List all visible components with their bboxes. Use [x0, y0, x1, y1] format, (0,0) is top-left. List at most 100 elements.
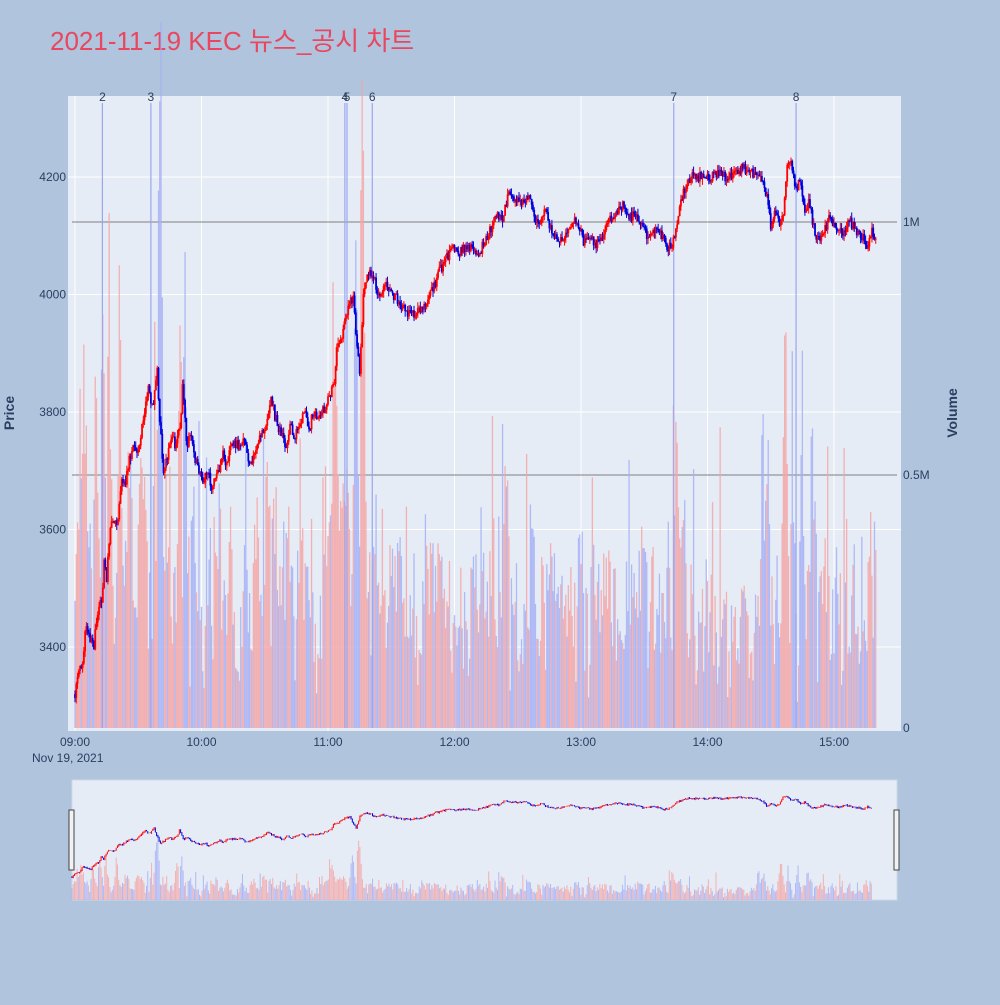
time-tick-label: 13:00 — [566, 735, 596, 749]
candle-body — [123, 481, 126, 484]
candle-body — [440, 264, 443, 272]
candle-body — [564, 232, 567, 238]
candle-body — [244, 440, 247, 445]
candle-body — [467, 245, 470, 250]
candle-body — [117, 519, 119, 525]
range-slider-left-handle[interactable] — [68, 809, 75, 871]
candle-body — [271, 396, 274, 406]
candle-body — [473, 250, 476, 252]
candle-body — [228, 450, 231, 462]
candle-body — [626, 213, 629, 215]
candle-body — [835, 227, 838, 230]
candle-body — [524, 201, 527, 203]
candle-body — [329, 395, 332, 398]
candle-body — [518, 197, 520, 202]
candle-body — [738, 170, 741, 175]
candle-body — [303, 412, 305, 414]
candle-body — [566, 232, 568, 234]
candle-body — [174, 436, 176, 449]
candle-body — [338, 343, 341, 345]
candle-body — [763, 181, 766, 188]
candle-body — [499, 215, 501, 220]
range-slider-right-handle[interactable] — [893, 809, 900, 871]
candle-body — [337, 343, 340, 348]
candle-body — [648, 236, 651, 238]
candle-body — [351, 297, 353, 304]
price-tick-label: 3600 — [39, 523, 66, 537]
time-tick-label: 11:00 — [313, 735, 342, 749]
candle-body — [520, 199, 523, 205]
candle-body — [208, 472, 210, 474]
candle-body — [496, 212, 499, 217]
candle-body — [647, 236, 649, 239]
candle-body — [151, 403, 154, 405]
candle-body — [871, 227, 873, 237]
candle-body — [170, 439, 173, 445]
candle-body — [300, 423, 303, 425]
candle-body — [567, 228, 570, 234]
candle-body — [243, 438, 246, 441]
candle-body — [817, 236, 820, 238]
candle-body — [797, 179, 800, 191]
candle-body — [342, 328, 345, 339]
candle-body — [222, 450, 224, 459]
candle-body — [280, 427, 283, 437]
candle-body — [704, 177, 706, 179]
candle-body — [640, 222, 643, 225]
candle-body — [392, 293, 395, 301]
candle-body — [495, 216, 498, 218]
candle-body — [290, 423, 293, 425]
candle-body — [376, 289, 379, 295]
candle-body — [448, 250, 451, 261]
candle-body — [778, 218, 781, 226]
candle-body — [162, 458, 165, 473]
candle-body — [294, 438, 297, 440]
candle-body — [712, 172, 715, 174]
candle-body — [246, 444, 248, 453]
candle-body — [581, 229, 584, 236]
candle-body — [537, 219, 539, 222]
candle-body — [696, 175, 699, 180]
volume-axis-title: Volume — [944, 388, 960, 438]
candle-body — [189, 435, 192, 437]
candle-body — [672, 237, 675, 248]
candle-body — [284, 438, 286, 448]
candle-body — [663, 235, 666, 238]
candle-body — [277, 426, 280, 433]
candle-body — [142, 420, 145, 424]
candle-body — [557, 239, 560, 242]
candle-body — [715, 171, 718, 178]
candle-body — [185, 417, 188, 442]
candle-body — [408, 310, 410, 317]
candle-body — [462, 244, 465, 253]
range-slider-background[interactable] — [71, 779, 898, 901]
candle-body — [380, 294, 383, 297]
candle-body — [241, 444, 243, 446]
candle-body — [667, 249, 670, 251]
candle-body — [454, 247, 457, 252]
candle-body — [714, 171, 716, 174]
candle-body — [814, 223, 816, 236]
candle-body — [806, 208, 809, 210]
candle-body — [472, 246, 475, 251]
candle-body — [843, 230, 846, 236]
candle-body — [456, 247, 458, 251]
candle-body — [316, 418, 319, 420]
candle-body — [729, 172, 732, 178]
candle-body — [816, 236, 819, 240]
candle-body — [631, 211, 634, 221]
candle-body — [115, 520, 118, 525]
candle-body — [515, 199, 518, 203]
candle-body — [558, 241, 561, 243]
candle-body — [805, 209, 808, 213]
candle-body — [852, 221, 854, 229]
candle-body — [476, 253, 479, 255]
candle-body — [368, 270, 371, 276]
candle-body — [471, 244, 474, 247]
candle-body — [382, 285, 385, 292]
candle-body — [485, 236, 488, 245]
candle-body — [551, 225, 553, 234]
candle-body — [152, 403, 155, 405]
candle-body — [618, 206, 620, 214]
candle-body — [103, 559, 105, 588]
